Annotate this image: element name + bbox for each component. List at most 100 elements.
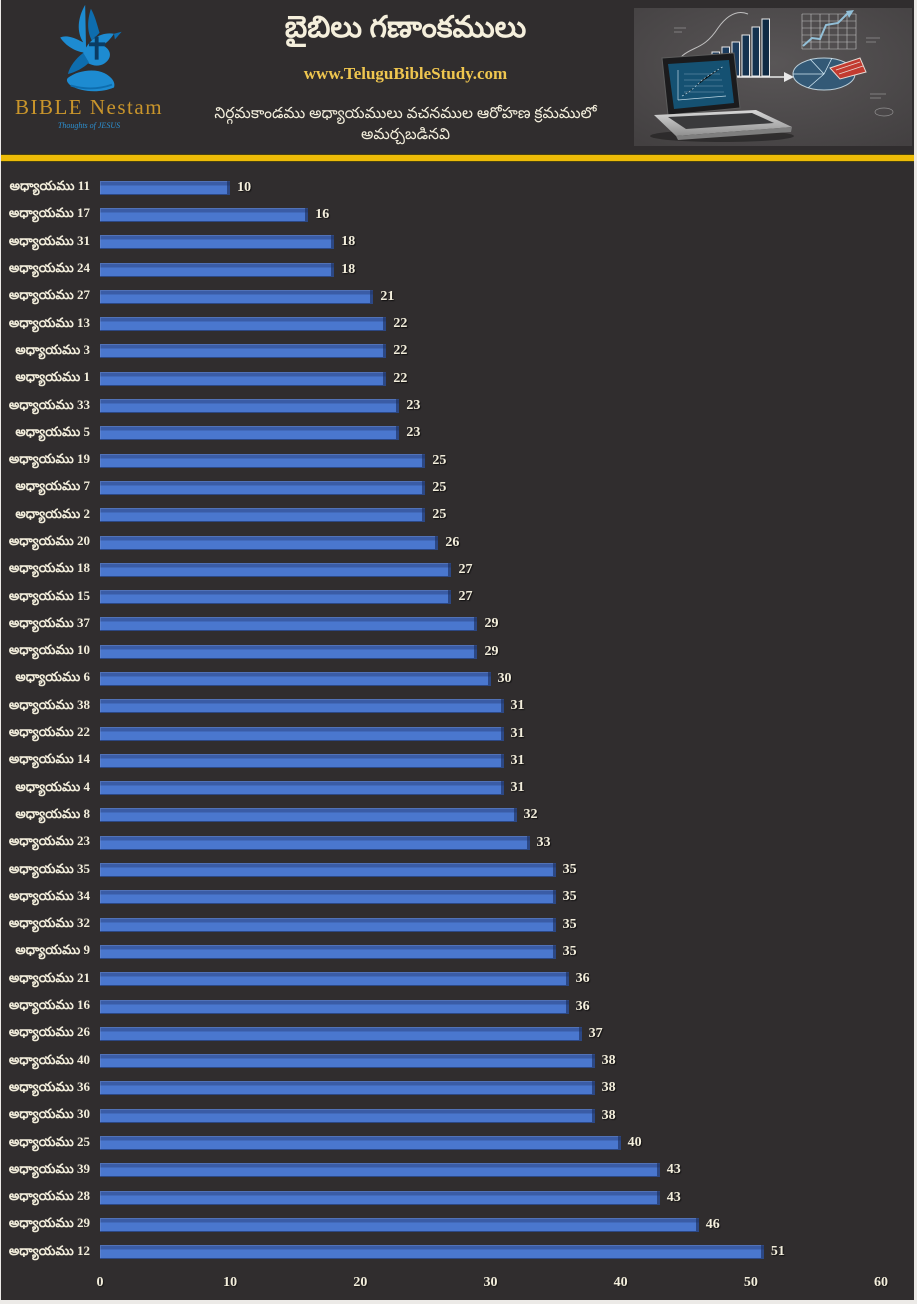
- bar-track: 16: [100, 207, 881, 222]
- bar-row: అధ్యాయము 16 36: [1, 993, 914, 1020]
- bar-track: 32: [100, 807, 881, 823]
- value-label: 22: [393, 343, 408, 359]
- header-text: బైబిలు గణాంకములు www.TeluguBibleStudy.co…: [177, 0, 634, 154]
- bar: [100, 753, 504, 768]
- value-label: 23: [406, 425, 421, 441]
- bar: [100, 535, 439, 550]
- value-label: 23: [406, 398, 421, 414]
- bar-row: అధ్యాయము 6 30: [1, 665, 914, 692]
- bar-row: అధ్యాయము 25 40: [1, 1129, 914, 1156]
- value-label: 31: [510, 725, 525, 741]
- value-label: 18: [341, 261, 356, 277]
- bar: [100, 508, 426, 523]
- bar-row: అధ్యాయము 22 31: [1, 720, 914, 747]
- category-label: అధ్యాయము 9: [15, 942, 90, 958]
- bar: [100, 1217, 699, 1232]
- bar: [100, 1245, 764, 1260]
- value-label: 31: [510, 780, 525, 796]
- bar-track: 31: [100, 725, 881, 741]
- bar: [100, 699, 504, 714]
- bar-track: 35: [100, 917, 881, 932]
- bar-row: అధ్యాయము 37 29: [1, 611, 914, 638]
- bar-rows: అధ్యాయము 11 10 అధ్యాయము 17 16 అధ్యాయము 3…: [1, 174, 914, 1266]
- bar-row: అధ్యాయము 29 46: [1, 1211, 914, 1238]
- category-label: అధ్యాయము 19: [8, 451, 90, 467]
- bar-row: అధ్యాయము 24 18: [1, 256, 914, 283]
- category-label: అధ్యాయము 24: [8, 260, 90, 276]
- header-illustration: [634, 8, 912, 146]
- bar-track: 18: [100, 261, 881, 277]
- bar-track: 36: [100, 998, 881, 1014]
- bar-track: 35: [100, 890, 881, 905]
- bar-row: అధ్యాయము 34 35: [1, 884, 914, 911]
- value-label: 38: [601, 1053, 616, 1069]
- value-label: 25: [432, 479, 447, 495]
- category-label: అధ్యాయము 11: [9, 178, 90, 194]
- bar-chart: అధ్యాయము 11 10 అధ్యాయము 17 16 అధ్యాయము 3…: [1, 162, 914, 1300]
- bar-track: 31: [100, 780, 881, 796]
- bar: [100, 207, 309, 222]
- bar-row: అధ్యాయము 11 10: [1, 174, 914, 201]
- bar-track: 51: [100, 1245, 881, 1260]
- category-label: అధ్యాయము 15: [8, 587, 90, 603]
- category-label: అధ్యాయము 16: [8, 997, 90, 1013]
- category-label: అధ్యాయము 38: [8, 696, 90, 712]
- value-label: 22: [393, 370, 408, 386]
- bar-track: 36: [100, 972, 881, 987]
- category-label: అధ్యాయము 25: [8, 1133, 90, 1149]
- value-label: 38: [601, 1080, 616, 1096]
- bar-row: అధ్యాయము 4 31: [1, 775, 914, 802]
- category-label: అధ్యాయము 21: [8, 969, 90, 985]
- x-axis: 0 10 20 30 40 50 60: [1, 1266, 914, 1300]
- bar-row: అధ్యాయము 40 38: [1, 1048, 914, 1075]
- bar-track: 18: [100, 235, 881, 250]
- bar-row: అధ్యాయము 7 25: [1, 474, 914, 501]
- bar-row: అధ్యాయము 27 21: [1, 283, 914, 310]
- category-label: అధ్యాయము 26: [8, 1024, 90, 1040]
- category-label: అధ్యాయము 31: [8, 232, 90, 248]
- category-label: అధ్యాయము 17: [8, 205, 90, 221]
- bar-track: 38: [100, 1080, 881, 1096]
- bar-row: అధ్యాయము 9 35: [1, 938, 914, 965]
- category-label: అధ్యాయము 33: [8, 396, 90, 412]
- bar-row: అధ్యాయము 39 43: [1, 1157, 914, 1184]
- bar-track: 35: [100, 863, 881, 878]
- bar: [100, 972, 569, 987]
- value-label: 35: [562, 943, 577, 959]
- category-label: అధ్యాయము 12: [8, 1242, 90, 1258]
- category-label: అధ్యాయము 8: [15, 805, 90, 821]
- value-label: 32: [523, 807, 538, 823]
- value-label: 10: [237, 179, 252, 195]
- bar: [100, 863, 556, 878]
- bar-track: 26: [100, 535, 881, 550]
- value-label: 43: [666, 1162, 681, 1178]
- bar: [100, 1108, 595, 1123]
- bar-track: 25: [100, 508, 881, 523]
- value-label: 36: [575, 998, 590, 1014]
- category-label: అధ్యాయము 13: [8, 314, 90, 330]
- bar: [100, 644, 478, 659]
- value-label: 30: [497, 670, 512, 686]
- bar-row: అధ్యాయము 14 31: [1, 747, 914, 774]
- category-label: అధ్యాయము 1: [15, 369, 90, 385]
- bar-row: అధ్యాయము 32 35: [1, 911, 914, 938]
- header: BIBLE Nestam Thoughts of JESUS బైబిలు గణ…: [1, 0, 914, 154]
- bar-track: 27: [100, 562, 881, 577]
- bar: [100, 180, 231, 195]
- category-label: అధ్యాయము 37: [8, 614, 90, 630]
- bar: [100, 671, 491, 686]
- category-label: అధ్యాయము 5: [15, 423, 90, 439]
- x-axis-tick: 0: [96, 1274, 104, 1290]
- bar-track: 27: [100, 590, 881, 605]
- bar-track: 33: [100, 835, 881, 850]
- bar-track: 22: [100, 370, 881, 386]
- bar: [100, 726, 504, 741]
- category-label: అధ్యాయము 7: [15, 478, 90, 494]
- bar-row: అధ్యాయము 13 22: [1, 310, 914, 337]
- category-label: అధ్యాయము 6: [15, 669, 90, 685]
- bar: [100, 1163, 660, 1178]
- value-label: 38: [601, 1107, 616, 1123]
- x-axis-tick: 30: [483, 1274, 498, 1290]
- bar: [100, 944, 556, 959]
- bar-track: 21: [100, 289, 881, 304]
